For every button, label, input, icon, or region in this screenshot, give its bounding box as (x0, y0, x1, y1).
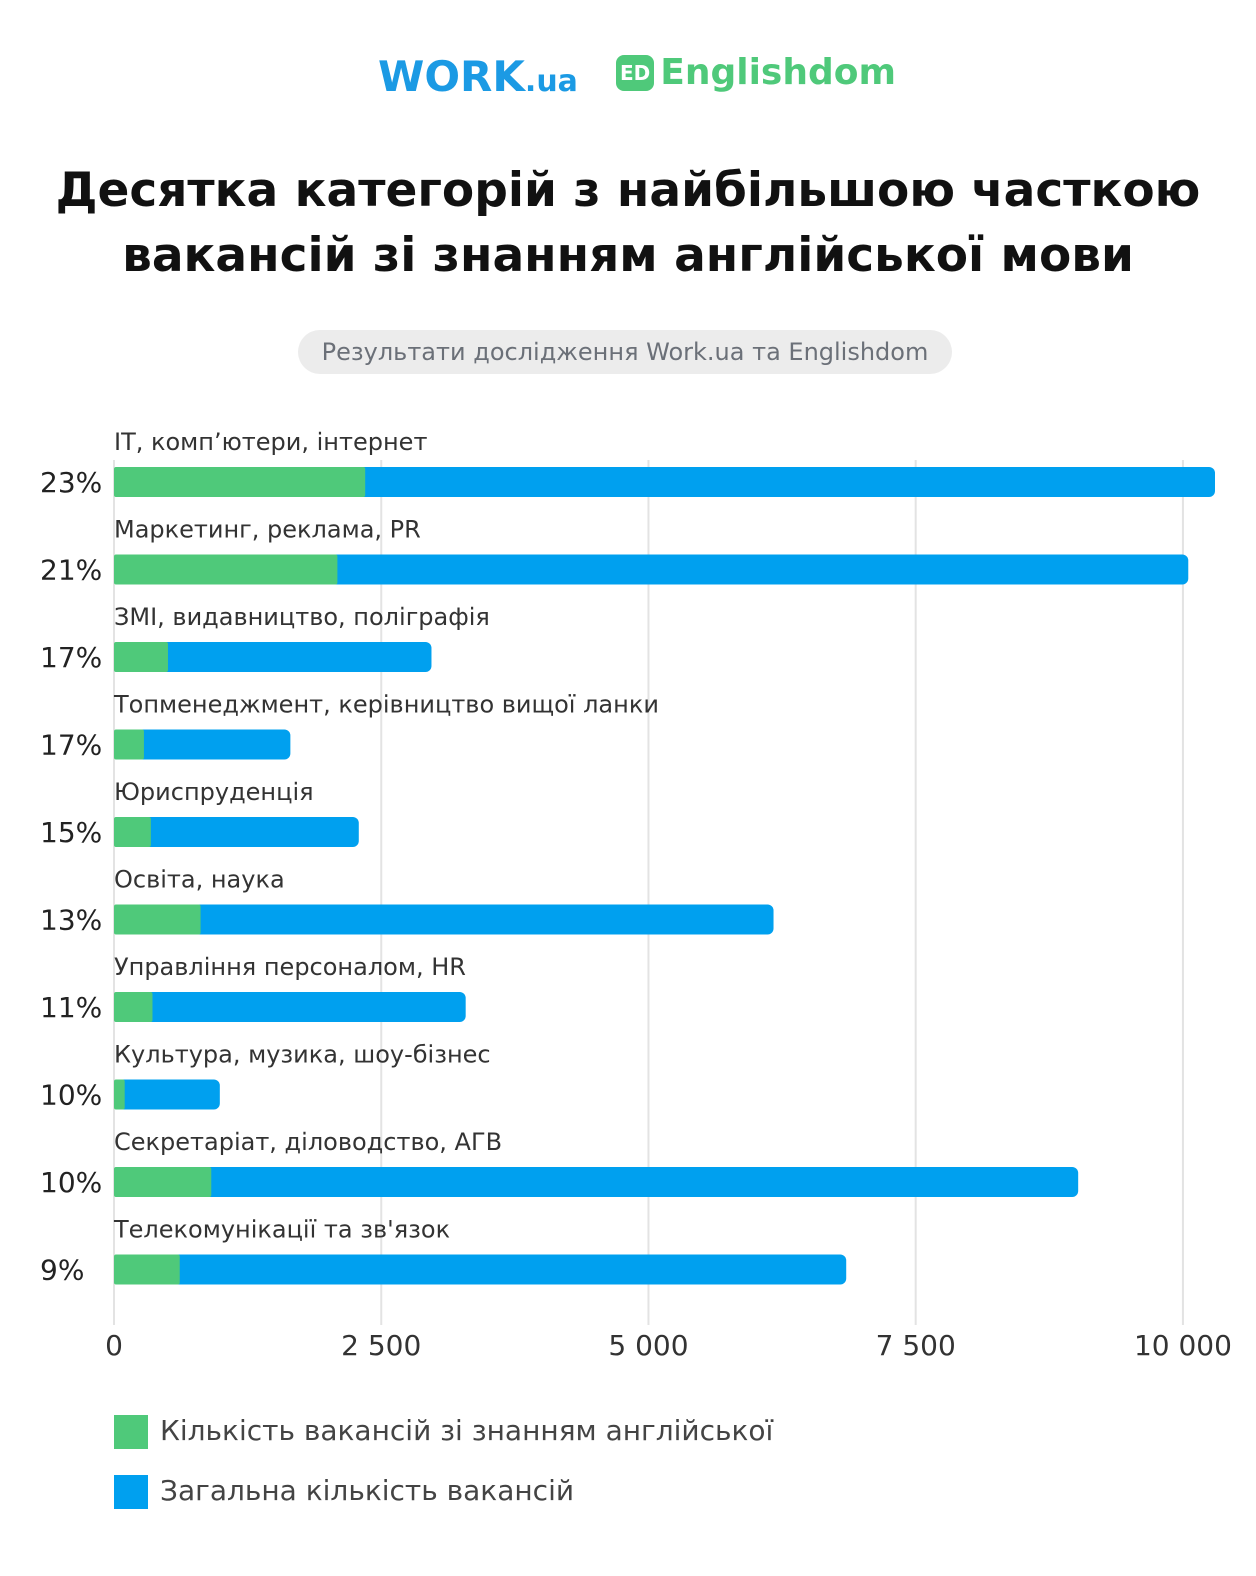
work-logo: WORK.ua (378, 52, 578, 101)
category-label: Управління персоналом, HR (114, 953, 466, 981)
share-label: 10% (40, 1166, 102, 1199)
x-tick-label: 10 000 (1134, 1329, 1232, 1362)
bar (114, 642, 168, 672)
bar (114, 904, 774, 935)
category-label: Культура, музика, шоу-бізнес (114, 1041, 491, 1069)
bar (114, 554, 1189, 585)
chart-title: Десятка категорій з найбільшою часткою в… (55, 163, 1201, 283)
category-label: Топменеджмент, керівництво вищої ланки (113, 691, 659, 719)
legend-swatch (114, 1415, 148, 1449)
chart-subtitle: Результати дослідження Work.ua та Englis… (298, 330, 952, 374)
bar (114, 642, 432, 672)
bar (114, 904, 201, 935)
x-tick-label: 5 000 (608, 1329, 688, 1362)
share-label: 21% (40, 554, 102, 587)
bar (114, 554, 338, 585)
legend-label: Кількість вакансій зі знанням англійсько… (160, 1414, 774, 1447)
x-tick-label: 0 (105, 1329, 123, 1362)
bar (114, 1254, 847, 1285)
bar (114, 1079, 220, 1110)
bar (114, 1254, 180, 1285)
bar (114, 467, 366, 497)
share-label: 10% (40, 1079, 102, 1112)
category-label: IT, комп’ютери, інтернет (114, 428, 427, 456)
englishdom-text: Englishdom (660, 52, 897, 93)
bar (114, 992, 153, 1022)
share-label: 9% (40, 1254, 84, 1287)
bar (114, 817, 359, 847)
category-label: Освіта, наука (114, 866, 285, 894)
bar (114, 1167, 212, 1197)
bar (114, 1079, 125, 1110)
share-label: 17% (40, 641, 102, 674)
x-tick-label: 7 500 (876, 1329, 956, 1362)
share-label: 23% (40, 466, 102, 499)
bar (114, 729, 291, 760)
x-tick-label: 2 500 (341, 1329, 421, 1362)
category-label: ЗМІ, видавництво, поліграфія (114, 603, 490, 631)
work-logo-suffix: .ua (524, 64, 578, 99)
bar (114, 817, 151, 847)
bar (114, 992, 466, 1022)
ed-badge: ED (616, 54, 655, 91)
category-label: Юриспруденція (114, 778, 314, 806)
legend-swatch (114, 1475, 148, 1509)
bar (114, 1167, 1079, 1197)
category-label: Секретаріат, діловодство, АГВ (114, 1128, 502, 1156)
bar (114, 467, 1215, 497)
share-label: 17% (40, 729, 102, 762)
englishdom-logo: ED Englishdom (616, 52, 896, 93)
share-label: 11% (40, 991, 102, 1024)
share-label: 13% (40, 904, 102, 937)
work-logo-text: WORK (378, 52, 525, 101)
legend-label: Загальна кількість вакансій (160, 1474, 574, 1507)
category-label: Телекомунікації та зв'язок (113, 1216, 450, 1244)
share-label: 15% (40, 816, 102, 849)
bar (114, 729, 144, 760)
category-label: Маркетинг, реклама, PR (114, 516, 421, 544)
